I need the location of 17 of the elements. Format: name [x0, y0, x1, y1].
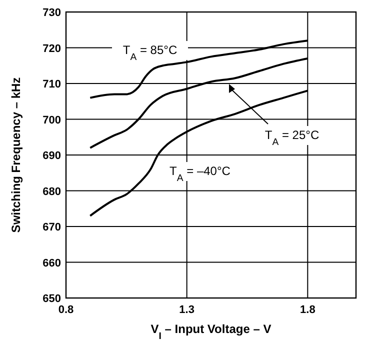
x-tick-label: 0.8: [58, 304, 74, 316]
y-tick-label: 680: [42, 186, 61, 198]
y-tick-label: 730: [42, 7, 61, 19]
x-tick-label: 1.8: [300, 304, 316, 316]
y-tick-label: 700: [42, 114, 61, 126]
y-tick-label: 720: [42, 42, 61, 55]
y-tick-label: 650: [42, 293, 61, 305]
annotation: T$_{A}$ = 25°C: [264, 128, 320, 148]
y-tick-label: 690: [42, 150, 61, 162]
y-tick-label: 710: [42, 78, 61, 90]
annotation: T$_{A}$ = 85°C: [122, 43, 178, 62]
x-axis-title: V$_{I}$ – Input Voltage – V: [150, 322, 272, 342]
x-tick-label: 1.3: [179, 304, 194, 316]
annotation: T$_{A}$ = –40°C: [170, 164, 231, 184]
y-tick-label: 670: [42, 222, 61, 234]
y-tick-label: 660: [42, 257, 61, 270]
y-axis-title: Switching Frequency – kHz: [9, 77, 23, 233]
